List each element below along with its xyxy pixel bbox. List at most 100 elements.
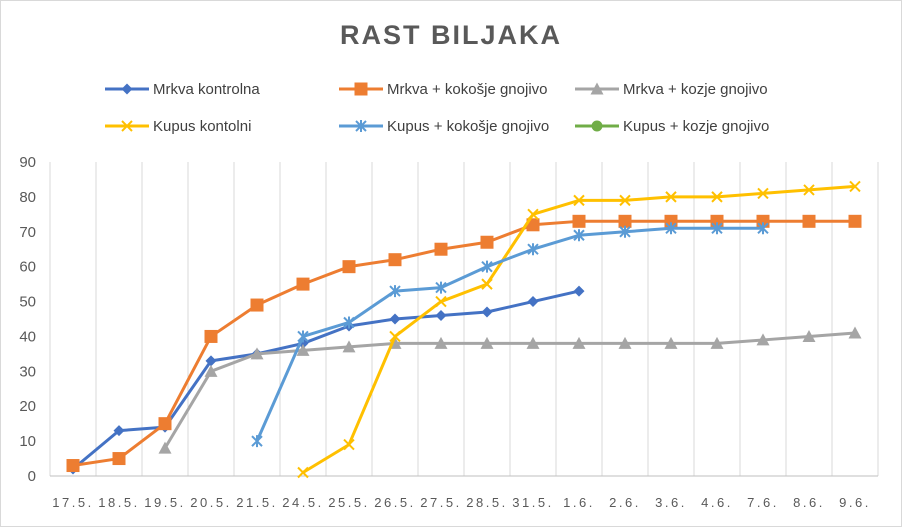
legend-entry: Kupus + kozje gnojivo	[575, 118, 769, 135]
data-point	[480, 235, 494, 249]
data-point	[205, 355, 217, 367]
data-point	[158, 417, 172, 431]
data-point	[158, 441, 172, 454]
series-3	[158, 326, 862, 454]
legend-label: Kupus + kokošje gnojivo	[387, 118, 549, 135]
x-tick-label: 18.5.	[98, 495, 139, 510]
data-point	[619, 225, 631, 238]
data-point	[112, 452, 126, 466]
x-tick-label: 19.5.	[144, 495, 185, 510]
series-2	[66, 214, 862, 473]
data-point	[435, 281, 447, 294]
data-point	[204, 329, 218, 343]
x-tick-label: 20.5.	[190, 495, 231, 510]
data-point	[481, 278, 493, 290]
legend-entry: Kupus kontolni	[105, 118, 251, 135]
x-tick-label: 4.6.	[701, 495, 733, 510]
data-point	[527, 243, 539, 256]
data-point	[618, 214, 632, 228]
legend-marker	[354, 82, 368, 96]
x-tick-label: 27.5.	[420, 495, 461, 510]
data-point	[572, 336, 586, 349]
series-line	[72, 219, 855, 468]
data-point	[342, 340, 356, 353]
y-tick-label: 30	[19, 363, 36, 380]
series-line	[163, 331, 856, 449]
data-point	[435, 310, 447, 322]
data-point	[481, 306, 493, 318]
legend-marker	[121, 83, 133, 95]
legend-label: Kupus kontolni	[153, 118, 251, 135]
data-point	[665, 222, 677, 235]
y-tick-label: 0	[28, 468, 36, 485]
series-line	[255, 226, 763, 442]
data-point	[711, 222, 723, 235]
data-point	[434, 336, 448, 349]
data-point	[710, 336, 724, 349]
data-point	[527, 208, 539, 221]
legend-entry: Kupus + kokošje gnojivo	[339, 118, 549, 135]
legend-marker	[121, 120, 133, 132]
data-point	[619, 194, 631, 207]
data-point	[113, 425, 125, 437]
data-point	[296, 343, 310, 356]
y-tick-label: 50	[19, 294, 36, 311]
x-tick-label: 3.6.	[655, 495, 687, 510]
x-tick-label: 9.6.	[839, 495, 871, 510]
data-point	[618, 336, 632, 349]
data-point	[343, 438, 355, 451]
x-tick-label: 17.5.	[52, 495, 93, 510]
chart-title: RAST BILJAKA	[339, 20, 562, 50]
y-tick-label: 60	[19, 259, 36, 276]
data-point	[480, 336, 494, 349]
data-point	[711, 191, 723, 203]
legend-marker	[591, 120, 603, 132]
data-point	[573, 285, 585, 297]
data-point	[757, 222, 769, 235]
x-tick-label: 26.5.	[374, 495, 415, 510]
data-point	[573, 194, 585, 207]
legend-label: Mrkva + kozje gnojivo	[623, 81, 768, 98]
data-point	[342, 260, 356, 274]
data-point	[481, 260, 493, 273]
data-point	[802, 214, 816, 228]
series-5	[251, 222, 769, 448]
data-point	[527, 296, 539, 308]
data-point	[756, 333, 770, 346]
data-point	[251, 435, 263, 448]
legend-marker	[355, 120, 367, 132]
legend-entry: Mrkva + kokošje gnojivo	[339, 81, 548, 98]
x-tick-label: 1.6.	[563, 495, 595, 510]
x-tick-label: 2.6.	[609, 495, 641, 510]
legend-marker	[590, 82, 604, 95]
x-tick-label: 31.5.	[512, 495, 553, 510]
data-point	[204, 364, 218, 377]
series-4	[297, 180, 861, 479]
data-point	[435, 295, 447, 308]
y-tick-label: 20	[19, 398, 36, 415]
legend-label: Kupus + kozje gnojivo	[623, 118, 769, 135]
data-point	[296, 277, 310, 291]
data-point	[389, 313, 401, 325]
x-tick-label: 21.5.	[236, 495, 277, 510]
data-point	[572, 214, 586, 228]
data-point	[802, 329, 816, 342]
data-point	[664, 336, 678, 349]
data-point	[250, 298, 264, 312]
y-tick-label: 10	[19, 433, 36, 450]
data-point	[665, 191, 677, 203]
x-tick-label: 8.6.	[793, 495, 825, 510]
data-point	[849, 180, 861, 193]
data-point	[389, 285, 401, 298]
data-point	[66, 459, 80, 473]
y-tick-label: 70	[19, 224, 36, 241]
data-point	[389, 330, 401, 343]
data-point	[573, 229, 585, 242]
data-point	[388, 253, 402, 267]
x-tick-label: 7.6.	[747, 495, 779, 510]
data-point	[434, 242, 448, 256]
x-tick-label: 25.5.	[328, 495, 369, 510]
y-tick-label: 40	[19, 328, 36, 345]
